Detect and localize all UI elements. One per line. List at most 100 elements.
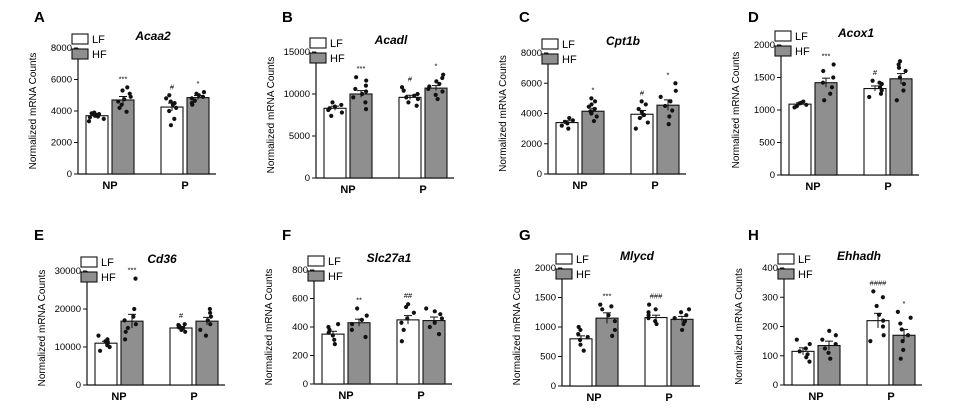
data-point [567,115,572,121]
chart-title: Cd36 [147,252,177,266]
significance-label: * [903,299,906,308]
data-point [176,322,181,328]
legend-label: HF [328,271,343,283]
data-point [117,105,122,110]
bar-hf [111,99,135,175]
significance-label: #### [870,278,888,287]
data-point [172,101,177,106]
legend-label: LF [328,256,341,268]
y-tick-label: 0 [76,380,81,391]
panel-letter: H [748,227,759,244]
data-point [822,98,827,103]
y-axis-label: Normalized mRNA Counts [264,269,275,386]
data-point [411,310,416,315]
data-point [682,319,688,324]
bar-lf [398,96,422,179]
x-tick-label: P [651,180,658,192]
y-axis-label: Normalized mRNA Counts [28,53,39,170]
data-point [194,91,199,96]
data-point [833,333,838,338]
y-tick-label: 1000 [535,322,556,333]
data-point [124,109,129,114]
y-tick-label: 500 [759,138,775,149]
data-point [101,116,106,121]
data-point [198,327,203,332]
data-point [330,100,335,105]
legend-label: LF [576,254,589,266]
bar-lf [85,115,109,175]
data-point [898,321,903,326]
data-point [363,83,369,88]
x-tick-label: NP [586,392,601,404]
y-tick-label: 4000 [51,106,72,117]
legend-label: HF [795,46,810,58]
bar-lf [323,107,347,179]
y-axis-label: Normalized mRNA Counts [734,268,745,385]
data-point [363,100,368,105]
data-point [805,352,810,357]
data-point [581,348,586,353]
data-point [633,126,638,131]
data-point [116,99,121,104]
panel-letter: E [34,227,44,244]
y-axis-label: Normalized mRNA Counts [266,57,277,174]
y-tick-label: 0 [303,379,308,390]
data-point [332,342,337,347]
bar-lf [644,317,668,387]
data-point [684,313,689,318]
data-point [432,320,437,325]
bar-lf [791,350,815,386]
y-tick-label: 0 [773,380,778,391]
data-point [672,316,677,321]
bar-hf [889,78,913,176]
data-point [183,329,188,334]
y-tick-label: 400 [292,322,308,333]
data-point [592,106,597,112]
significance-label: *** [128,266,137,275]
x-tick-label: P [181,180,188,192]
data-point [349,322,355,327]
y-tick-label: 0 [551,381,556,392]
data-point [405,316,410,321]
data-point [639,109,644,115]
data-point [330,333,335,338]
data-point [880,324,886,329]
data-point [205,318,210,323]
panel-letter: A [34,9,45,26]
chart-title: Acadl [374,33,408,47]
data-point [797,349,802,354]
y-tick-label: 15000 [284,47,310,58]
data-point [438,312,443,317]
data-point [895,309,900,314]
data-point [901,347,906,352]
significance-label: # [640,88,645,97]
data-point [433,92,438,97]
data-point [803,346,808,351]
data-point [589,102,594,107]
data-point [822,346,828,351]
legend-swatch-hf [307,270,325,282]
data-point [653,319,658,324]
bar-hf [349,93,373,179]
data-point [434,79,439,84]
chart-title: Ehhadh [837,249,881,263]
data-point [901,81,906,87]
data-point [801,99,806,104]
data-point [406,302,411,307]
data-point [820,337,825,342]
data-point [658,94,663,99]
legend-label: LF [795,31,808,43]
y-axis-label: Normalized mRNA Counts [731,52,742,169]
data-point [437,81,442,87]
data-point [897,59,903,64]
data-point [123,329,128,334]
legend-swatch-lf [71,33,89,45]
x-tick-label: P [665,392,672,404]
data-point [339,110,345,115]
data-point [881,333,886,338]
significance-label: * [592,85,595,94]
y-tick-label: 1500 [535,293,556,304]
significance-label: * [667,70,670,79]
data-point [600,307,605,312]
data-point [167,108,172,114]
